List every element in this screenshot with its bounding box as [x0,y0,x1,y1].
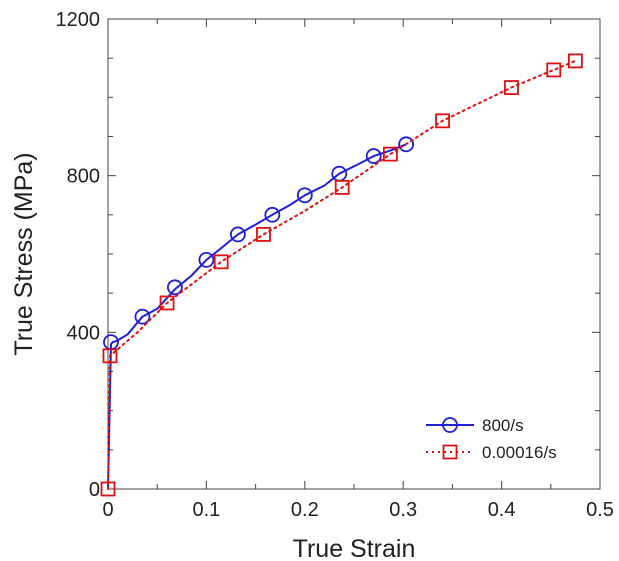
series-1-point [296,187,313,204]
legend-label-800s: 800/s [482,416,524,435]
x-tick-label: 0.3 [389,499,417,521]
series-1-point [229,226,246,243]
legend-marker-800s [442,417,458,433]
legend-label-000016s: 0.00016/s [482,443,557,462]
y-tick-label: 0 [89,479,100,501]
legend-marker-000016s [442,444,458,460]
legend: 800/s 0.00016/s [426,416,557,462]
y-tick-label: 1200 [56,9,101,31]
x-tick-label: 0.5 [586,499,614,521]
series-2-point [213,254,229,270]
series-1-point [365,148,382,164]
x-axis-title: True Strain [293,535,416,561]
series-2-point [504,80,519,95]
x-tick-label: 0.1 [192,499,220,521]
series-1-line [107,143,407,490]
series-2-point [334,180,350,195]
axis-ticks: 0 0.1 0.2 0.3 0.4 0.5 0 400 800 1200 [56,9,614,521]
series-2-point [546,62,562,78]
series-2-point [568,53,583,69]
series-1-point [264,206,281,223]
series-1-point [198,251,215,268]
x-tick-label: 0 [102,499,113,521]
y-tick-label: 400 [67,322,100,344]
series-2-point [159,295,175,311]
series-1-point [167,279,183,296]
series-2-line [107,59,577,490]
series-1-point [398,136,415,153]
plot-frame [107,18,601,490]
series-2-point [383,146,398,162]
series-2-point [256,227,271,242]
y-axis-title: True Stress (MPa) [10,152,38,355]
series-2-point [100,481,116,497]
x-tick-label: 0.4 [488,499,516,521]
series-2-point [102,348,118,364]
series-2-point [435,113,450,129]
series-1-point [134,308,151,325]
x-tick-label: 0.2 [291,499,319,521]
series-layer [100,53,583,497]
y-tick-label: 800 [67,166,100,188]
